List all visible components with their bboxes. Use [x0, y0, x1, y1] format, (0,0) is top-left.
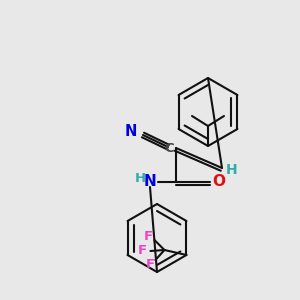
Text: H: H: [134, 172, 146, 184]
Text: N: N: [125, 124, 137, 140]
Text: F: F: [146, 259, 155, 272]
Text: H: H: [226, 163, 238, 177]
Text: F: F: [144, 230, 153, 242]
Text: F: F: [138, 244, 147, 257]
Text: O: O: [212, 175, 226, 190]
Text: C: C: [164, 142, 174, 155]
Text: N: N: [144, 175, 156, 190]
